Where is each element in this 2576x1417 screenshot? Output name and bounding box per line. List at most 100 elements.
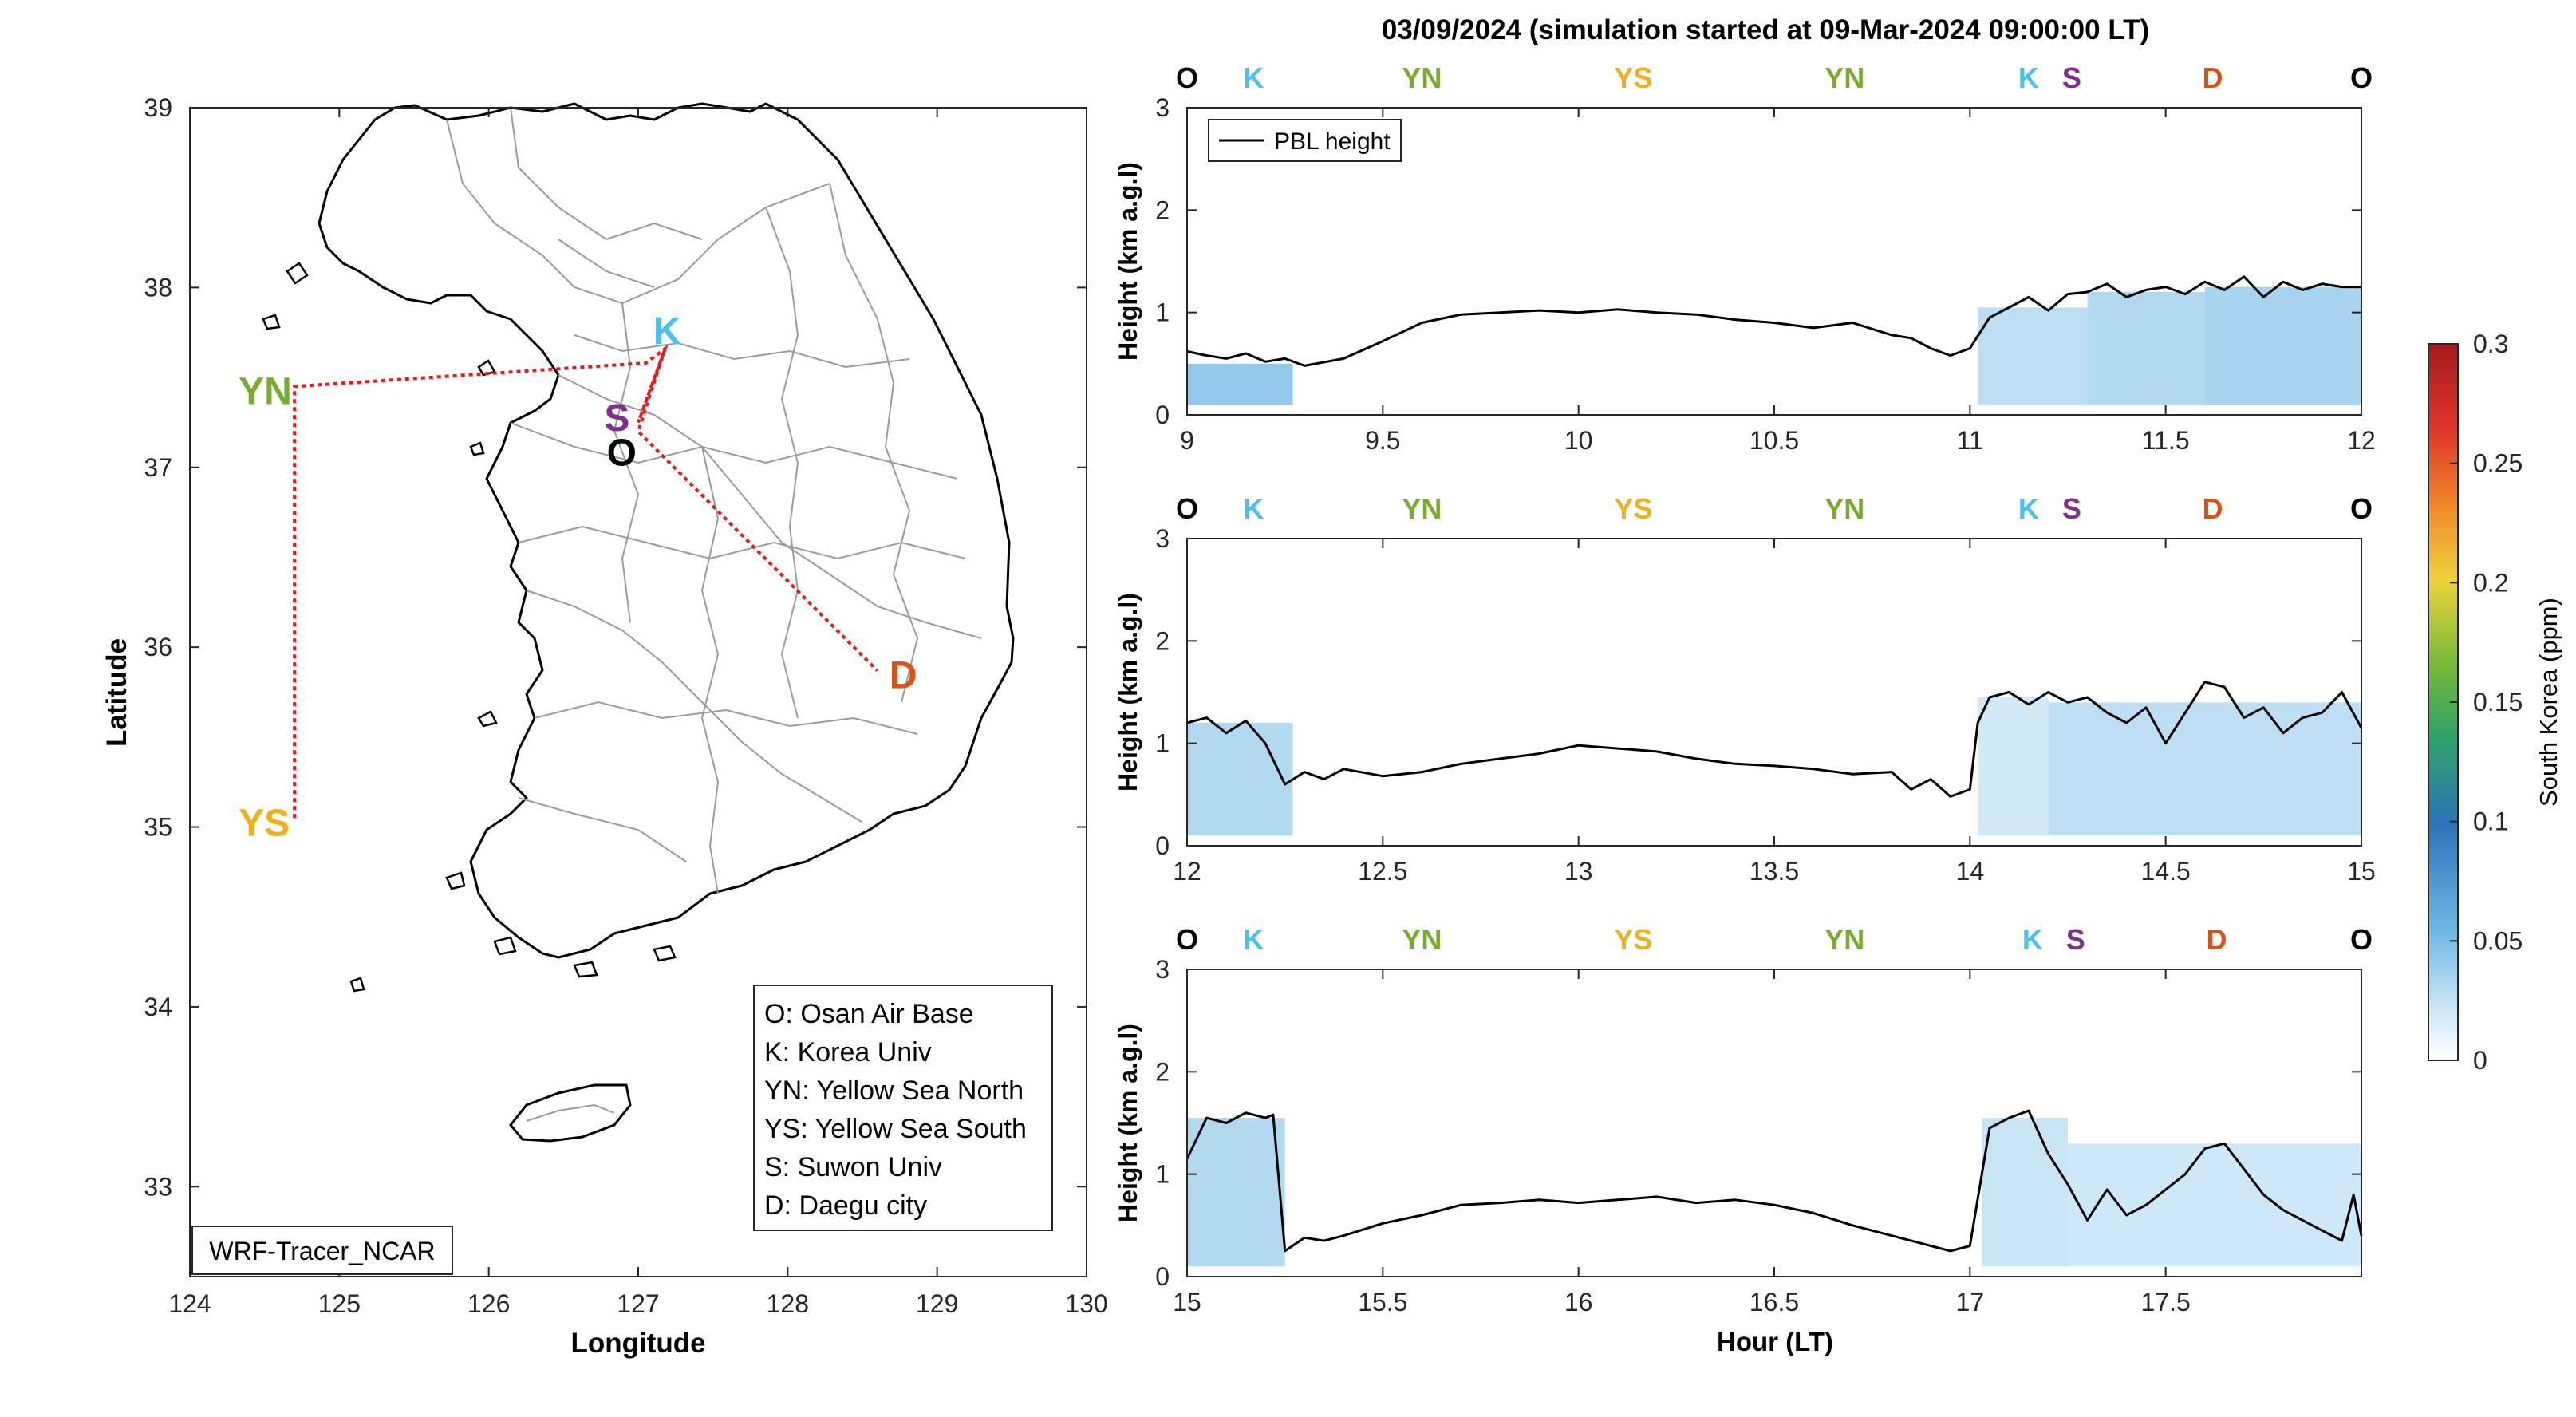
admin-boundaries [446,107,982,894]
pbl-y-tick-label: 2 [1155,195,1170,224]
pbl-y-tick-label: 1 [1155,729,1170,758]
pbl-x-tick-label: 11.5 [2142,426,2190,455]
pbl-x-tick-label: 12 [2347,426,2376,455]
site-legend-entry: K: Korea Univ [764,1037,932,1068]
colorbar-tick-label: 0.25 [2473,449,2523,478]
pbl-x-tick-label: 14 [1956,857,1985,886]
map-y-tick-label: 37 [144,453,172,482]
panel-site-label-k: K [1243,61,1264,94]
pbl-height-line [1185,1109,2363,1253]
panel-site-label-ys: YS [1614,492,1652,525]
panel-site-label-o: O [1176,61,1198,94]
pbl-y-tick-label: 3 [1155,524,1170,553]
pbl-height-line [1186,681,2363,798]
colorbar: 0 0.05 0.1 0.15 0.2 0.25 0.3 South Korea (ppm) [2428,330,2562,1075]
panel-site-label-o: O [1176,923,1198,956]
pbl-x-tick-label: 17 [1956,1288,1985,1316]
panel-site-label-yn: YN [1825,61,1864,94]
tracer-shading [2048,702,2361,836]
pbl-x-tick-label: 14.5 [2141,857,2191,886]
panel-site-label-yn: YN [1825,492,1864,525]
model-label-box [191,1226,453,1275]
pbl-x-tick-label: 12.5 [1358,857,1407,886]
pbl-y-tick-label: 1 [1155,298,1170,327]
pbl-y-label: Height (km a.g.l) [1114,162,1142,361]
colorbar-label: South Korea (ppm) [2535,598,2562,807]
tracer-shading [1187,723,1293,836]
pbl-panel-3: 15 15.5 16 16.5 17 17.5 0 1 2 3 Height (km a.g.l) O… [1114,923,2373,1316]
panel-site-label-d: D [2203,61,2223,94]
panel-site-label-o: O [2350,923,2373,956]
panel-site-label-k: K [1243,492,1264,525]
pbl-x-tick-label: 17.5 [2141,1288,2191,1316]
pbl-y-tick-label: 2 [1155,626,1170,655]
tracer-shading [2087,292,2205,405]
map-y-tick-label: 35 [144,813,172,842]
map-y-tick-label: 33 [144,1172,172,1201]
map-x-tick-label: 129 [916,1289,958,1318]
map-x-tick-label: 124 [168,1289,211,1318]
pbl-x-tick-label: 9 [1180,426,1194,455]
panel-site-label-k: K [2018,492,2039,525]
panel-site-label-yn: YN [1402,61,1442,94]
site-legend-entry: D: Daegu city [764,1190,927,1221]
pbl-x-tick-label: 10.5 [1750,426,1799,455]
colorbar-tick-label: 0 [2473,1046,2487,1075]
pbl-x-tick-label: 15 [1173,1288,1201,1316]
pbl-y-tick-label: 3 [1155,955,1170,984]
tracer-shading [1978,307,2088,405]
flight-track [293,344,879,819]
site-legend: O: Osan Air Base K: Korea Univ YN: Yellow … [764,999,1027,1221]
map-x-label: Longitude [570,1328,705,1359]
panel-site-label-yn: YN [1402,923,1442,956]
model-label: WRF-Tracer_NCAR [209,1237,435,1265]
pbl-x-tick-label: 15.5 [1358,1288,1407,1316]
map-x-tick-label: 126 [467,1289,510,1318]
panel-site-label-o: O [2350,492,2373,525]
pbl-x-tick-label: 11 [1957,426,1983,455]
colorbar-tick-label: 0.15 [2473,688,2523,716]
pbl-y-tick-label: 3 [1155,93,1170,122]
pbl-height-line [1186,275,2361,367]
pbl-y-tick-label: 2 [1155,1057,1170,1086]
map-y-tick-label: 38 [144,273,172,302]
tracer-shading [1187,1118,1285,1267]
pbl-x-tick-label: 13 [1564,857,1593,886]
map-site-label-yn: YN [239,370,292,412]
map-site-labels: YN YS K SO D [239,310,917,844]
site-legend-entry: YN: Yellow Sea North [764,1076,1024,1106]
pbl-legend-label: PBL height [1274,128,1391,155]
pbl-y-tick-label: 0 [1155,831,1170,860]
site-legend-entry: O: Osan Air Base [764,999,974,1029]
figure-title: 03/09/2024 (simulation started at 09-Mar… [1382,14,2149,45]
map-x-tick-label: 125 [318,1289,361,1318]
map-x-tick-label: 130 [1065,1289,1107,1318]
panel-site-label-o: O [1176,492,1198,525]
panel-site-label-d: D [2203,492,2223,525]
colorbar-tick-label: 0.1 [2473,807,2508,836]
panel-site-label-s: S [2062,492,2081,525]
panel-site-label-k: K [1243,923,1264,956]
panel-site-label-yn: YN [1402,492,1442,525]
pbl-y-tick-label: 1 [1155,1160,1170,1189]
colorbar-tick-label: 0.3 [2473,330,2508,358]
colorbar-tick-label: 0.05 [2473,926,2523,955]
colorbar-ticks: 0 0.05 0.1 0.15 0.2 0.25 0.3 [2450,330,2523,1075]
map-x-tick-label: 128 [767,1289,809,1318]
tracer-shading [1978,697,2049,836]
map-site-label-o: O [607,432,637,474]
tracer-shading [2068,1143,2361,1267]
panel-site-label-k: K [2022,923,2043,956]
panel-site-label-s: S [2062,61,2081,94]
colorbar-tick-label: 0.2 [2473,568,2508,597]
pbl-x-tick-label: 9.5 [1365,426,1400,455]
pbl-x-tick-label: 15 [2347,857,2376,886]
map-x-ticks: 124 125 126 127 128 129 130 [168,108,1108,1318]
panel-site-label-k: K [2018,61,2039,94]
flight-track-line [293,344,879,819]
